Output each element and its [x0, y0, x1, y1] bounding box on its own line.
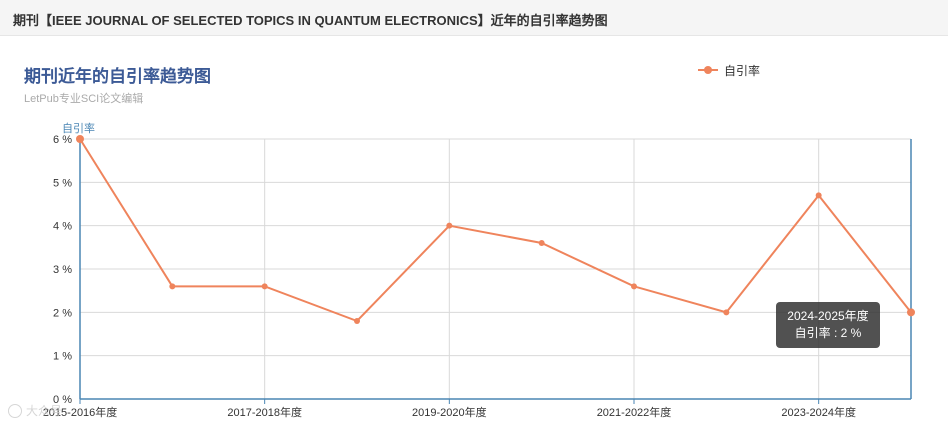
data-point [76, 135, 84, 143]
y-axis-label: 自引率 [62, 123, 95, 135]
chart-subtitle: LetPub专业SCI论文编辑 [24, 93, 144, 105]
watermark-logo-icon [8, 403, 22, 418]
y-tick-label: 4 % [53, 221, 72, 233]
y-tick-label: 0 % [53, 394, 72, 406]
tooltip-category: 2024-2025年度 [787, 309, 869, 323]
x-tick-label: 2023-2024年度 [781, 405, 856, 419]
chart-tooltip: 2024-2025年度 自引率 : 2 % [776, 302, 880, 348]
data-point [261, 283, 268, 290]
data-point [815, 192, 822, 199]
page-title: 期刊【IEEE JOURNAL OF SELECTED TOPICS IN QU… [13, 13, 608, 28]
y-tick-label: 6 % [53, 134, 72, 146]
x-tick-label: 2019-2020年度 [412, 405, 487, 419]
watermark-text: 大众号 [26, 404, 63, 418]
x-tick-label: 2017-2018年度 [227, 405, 302, 419]
data-point [723, 309, 730, 316]
data-point [169, 283, 176, 290]
x-tick-label: 2021-2022年度 [597, 405, 672, 419]
y-tick-label: 1 % [53, 351, 72, 363]
data-point [907, 308, 915, 317]
chart-title: 期刊近年的自引率趋势图 [24, 67, 211, 86]
y-tick-label: 5 % [53, 177, 72, 189]
header-bar: 期刊【IEEE JOURNAL OF SELECTED TOPICS IN QU… [0, 0, 948, 36]
data-point [446, 222, 453, 229]
legend-label: 自引率 [724, 63, 761, 78]
data-point [538, 240, 545, 246]
y-tick-label: 2 % [53, 307, 72, 319]
data-point [354, 318, 360, 324]
watermark: 大众号 [8, 402, 62, 419]
legend-item[interactable]: 自引率 [698, 62, 760, 78]
y-tick-label: 3 % [53, 264, 72, 276]
tooltip-value: 自引率 : 2 % [794, 326, 862, 340]
x-tick-label: 2015-2016年度 [43, 405, 118, 419]
data-point [631, 283, 637, 290]
series-line [79, 138, 912, 323]
legend-line-marker-icon [698, 63, 718, 77]
